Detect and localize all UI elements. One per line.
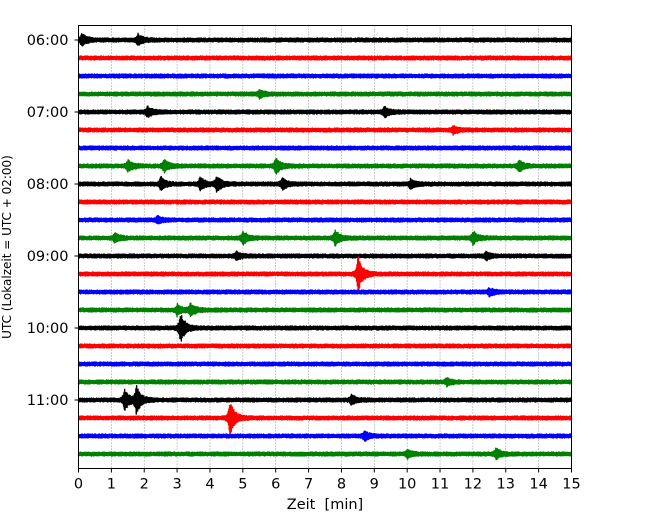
y-axis-label: UTC (Lokalzeit = UTC + 02:00) [0, 155, 14, 339]
x-tick-label: 13 [497, 477, 515, 493]
x-tick-label: 10 [398, 477, 416, 493]
x-tick-label: 3 [172, 477, 181, 493]
trace-0615 [77, 55, 573, 61]
y-tick-label: 07:00 [27, 105, 69, 121]
x-tick-label: 6 [271, 477, 280, 493]
y-tick-label: 06:00 [27, 33, 69, 49]
y-tick-label: 10:00 [27, 321, 69, 337]
x-tick-label: 7 [304, 477, 313, 493]
trace-0830 [77, 215, 573, 225]
x-tick-label: 1 [107, 477, 116, 493]
trace-1115 [77, 404, 573, 435]
trace-0745 [77, 158, 573, 175]
y-axis-ticks: 06:00 07:00 08:00 09:00 10:00 11:00 [27, 33, 79, 409]
x-tick-label: 0 [74, 477, 83, 493]
y-tick-label: 11:00 [27, 393, 69, 409]
trace-0900 [77, 250, 573, 262]
trace-1045 [77, 377, 573, 388]
x-tick-label: 5 [238, 477, 247, 493]
trace-0930 [77, 287, 573, 298]
trace-0730 [77, 145, 573, 151]
trace-0700 [77, 105, 573, 119]
trace-1030 [77, 361, 573, 367]
trace-0845 [77, 229, 573, 247]
x-tick-label: 15 [562, 477, 580, 493]
trace-0715 [77, 125, 573, 136]
x-tick-label: 12 [464, 477, 482, 493]
x-tick-label: 4 [205, 477, 214, 493]
x-tick-label: 2 [140, 477, 149, 493]
trace-0945 [77, 302, 573, 318]
x-axis-ticks: 0 1 2 3 4 5 6 7 8 9 10 11 12 13 14 15 [74, 468, 581, 493]
trace-0800 [77, 175, 573, 193]
seismic-traces [77, 32, 573, 461]
trace-0600 [77, 32, 573, 47]
trace-1015 [77, 343, 573, 349]
trace-1100 [77, 385, 573, 415]
trace-0815 [77, 199, 573, 205]
x-tick-label: 8 [337, 477, 346, 493]
trace-0915 [77, 256, 573, 291]
trace-1000 [77, 315, 573, 342]
x-tick-label: 9 [370, 477, 379, 493]
x-tick-label: 11 [431, 477, 449, 493]
plot-frame [78, 25, 572, 469]
grid-lines [111, 25, 539, 469]
y-tick-label: 09:00 [27, 249, 69, 265]
trace-1130 [77, 430, 573, 442]
x-axis-label: Zeit [min] [287, 497, 363, 513]
y-tick-label: 08:00 [27, 177, 69, 193]
trace-0630 [77, 73, 573, 79]
trace-0645 [77, 89, 573, 100]
x-tick-label: 14 [529, 477, 547, 493]
trace-1145 [77, 447, 573, 461]
